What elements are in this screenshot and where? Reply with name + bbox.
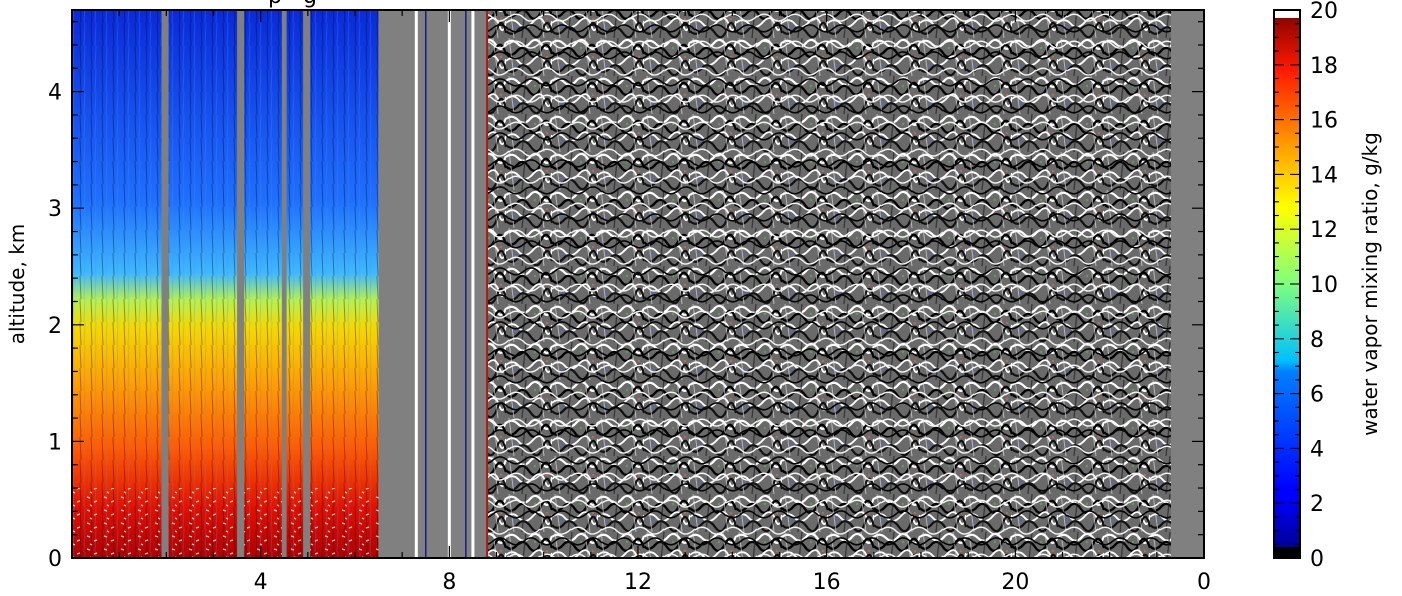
- gap-column-2: [281, 10, 287, 558]
- missing-segment-1: [378, 10, 488, 558]
- noise-overlay-2: [487, 10, 1171, 558]
- chart-title-partial: p g: [268, 0, 317, 9]
- colorbar-tick-label: 4: [1310, 437, 1324, 462]
- x-tick-label: 12: [624, 570, 652, 595]
- x-axis: 4 8 12 16 20 0: [118, 10, 1211, 595]
- x-tick-label: 16: [813, 570, 841, 595]
- colorbar-label: water vapor mixing ratio, g/kg: [1358, 132, 1382, 436]
- colorbar-tick-label: 14: [1310, 163, 1338, 188]
- gap-column-1: [237, 10, 245, 558]
- data-streaks-0: [72, 10, 379, 558]
- colorbar-tick-label: 6: [1310, 383, 1324, 408]
- y-tick-label: 3: [48, 197, 62, 222]
- x-tick-label: 20: [1001, 570, 1029, 595]
- y-tick-label: 4: [48, 81, 62, 106]
- y-tick-label: 0: [48, 547, 62, 572]
- colorbar-tick-label: 20: [1310, 0, 1338, 24]
- colorbar-tick-label: 12: [1310, 218, 1338, 243]
- plot-area: [72, 10, 1204, 558]
- missing-segment-3: [1170, 10, 1204, 558]
- x-tick-label: 4: [254, 570, 268, 595]
- y-axis: 0 1 2 3 4: [48, 21, 1204, 572]
- y-tick-label: 2: [48, 314, 62, 339]
- colorbar-top-white: [1274, 10, 1300, 18]
- colorbar-tick-label: 2: [1310, 492, 1324, 517]
- y-axis-label: altitude, km: [5, 224, 29, 345]
- colorbar-tick-label: 10: [1310, 273, 1338, 298]
- y-tick-label: 1: [48, 430, 62, 455]
- x-tick-label: 0: [1197, 570, 1211, 595]
- gap-column-0: [161, 10, 169, 558]
- colorbar-bottom-black: [1274, 547, 1300, 558]
- x-tick-label: 8: [442, 570, 456, 595]
- colorbar-tick-label: 0: [1310, 547, 1324, 572]
- colorbar-tick-label: 16: [1310, 109, 1338, 134]
- colorbar: 0 2 4 6 8 10 12 14 16 18 20 water vapor mixing rat…: [1273, 0, 1382, 572]
- surface-speckle-0: [72, 488, 379, 558]
- colorbar-tick-label: 8: [1310, 328, 1324, 353]
- colorbar-tick-label: 18: [1310, 54, 1338, 79]
- gap-column-3: [303, 10, 311, 558]
